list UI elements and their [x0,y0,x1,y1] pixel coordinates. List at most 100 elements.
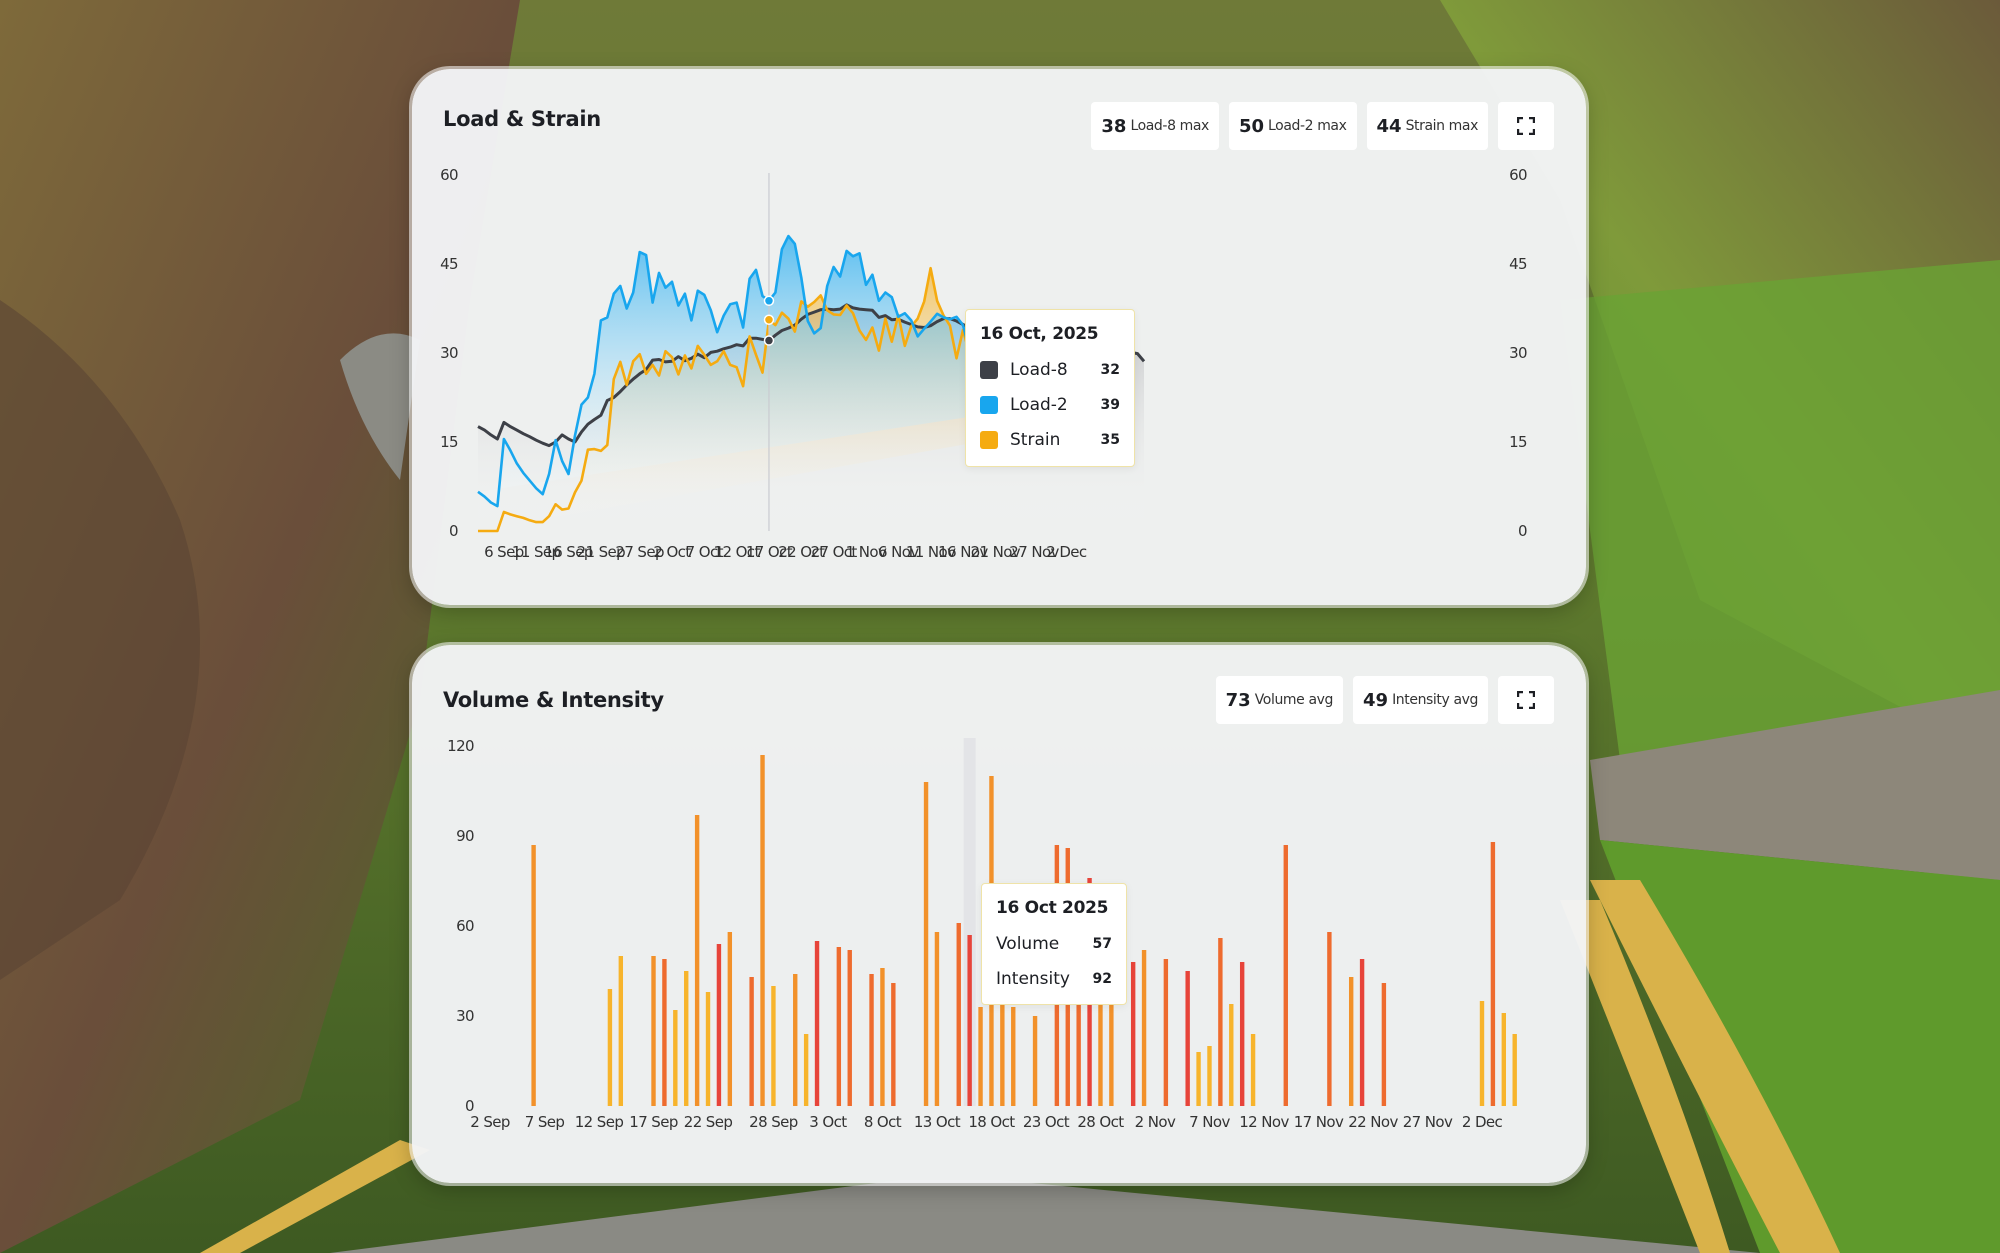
bar [923,782,929,1106]
bar [1109,986,1114,1106]
x-tick: 27 Sep [615,543,664,561]
tooltip-label-strain: Strain [1010,429,1061,450]
bar [1000,959,1005,1106]
bar [771,986,776,1106]
x-tick: 12 Oct [714,543,761,561]
bar [978,1007,983,1106]
x-tick: 3 Oct [809,1113,847,1131]
bar [1218,938,1223,1106]
bar [662,959,667,1106]
tooltip-value-volume: 57 [1092,935,1112,952]
x-tick: 12 Nov [1239,1113,1289,1131]
x-tick: 1 Nov [846,543,887,561]
x-tick: 13 Oct [914,1113,961,1131]
y-tick: 60 [456,917,474,935]
volume-avg-chip[interactable]: 73 Volume avg [1215,676,1343,724]
x-tick: 12 Sep [575,1113,624,1131]
x-tick: 17 Oct [746,543,793,561]
y-tick-right: 45 [1509,255,1527,273]
x-tick: 27 Nov [1403,1113,1453,1131]
strain-max-chip[interactable]: 44 Strain max [1366,102,1488,150]
bar [1011,1007,1016,1106]
load2-max-value: 50 [1238,115,1264,137]
intensity-avg-label: Intensity avg [1392,692,1478,708]
bar [749,977,754,1106]
x-tick: 7 Nov [1189,1113,1230,1131]
load-strain-title: Load & Strain [443,107,601,131]
y-tick-left: 60 [440,166,458,184]
x-tick: 2 Sep [470,1113,510,1131]
bar [803,1034,809,1106]
expand-icon [1517,117,1535,135]
load8-max-label: Load-8 max [1130,118,1209,134]
hover-band [963,738,976,1106]
x-tick: 6 Sep [484,543,524,561]
volume-intensity-stats: 73 Volume avg 49 Intensity avg [1215,676,1554,724]
bar [1032,1016,1038,1106]
y-tick: 90 [456,827,474,845]
bar [880,968,885,1106]
x-tick: 8 Oct [864,1113,902,1131]
tooltip-value-intensity: 92 [1092,970,1112,987]
y-tick-right: 30 [1509,344,1527,362]
bar [694,815,700,1106]
x-tick: 27 Nov [1009,543,1059,561]
x-tick: 2 Dec [1462,1113,1503,1131]
tooltip-date: 16 Oct, 2025 [980,324,1099,344]
bar [1490,842,1496,1106]
x-tick: 7 Sep [525,1113,565,1131]
bar [1512,1034,1517,1106]
intensity-avg-chip[interactable]: 49 Intensity avg [1353,676,1488,724]
bar [716,944,722,1106]
tooltip-row-load2: Load-2 39 [980,387,1120,422]
x-tick: 17 Nov [1294,1113,1344,1131]
bar [531,845,536,1106]
intensity-avg-value: 49 [1363,689,1389,711]
bar [1250,1034,1256,1106]
load2-area [478,236,1132,507]
expand-icon [1517,691,1535,709]
x-tick: 6 Nov [878,543,919,561]
tooltip-value-load8: 32 [1100,361,1120,378]
bar [1207,1046,1212,1106]
y-tick: 0 [465,1097,474,1115]
bar [1501,1013,1507,1106]
volume-intensity-expand-button[interactable] [1498,676,1554,724]
bar [891,983,896,1106]
bar [760,755,765,1106]
tooltip-row-load8: Load-8 32 [980,352,1120,387]
load-strain-stats: 38 Load-8 max 50 Load-2 max 44 Strain ma… [1091,102,1554,150]
bar [814,941,820,1106]
y-tick-right: 15 [1509,433,1527,451]
bar [1229,1004,1234,1106]
x-tick: 21 Nov [971,543,1021,561]
tooltip-label-volume: Volume [996,933,1060,954]
volume-avg-label: Volume avg [1254,692,1334,708]
tooltip-row-strain: Strain 35 [980,422,1120,457]
bar [673,1010,678,1106]
load-strain-expand-button[interactable] [1498,102,1554,150]
volume-intensity-panel: 0 30 60 90 120 2 Sep 7 Sep 12 Sep 17 Sep 22 Sep 28… [412,645,1586,1183]
tooltip-date: 16 Oct 2025 [996,898,1109,918]
strain-max-value: 44 [1376,115,1402,137]
load2-max-chip[interactable]: 50 Load-2 max [1228,102,1357,150]
bar [1185,971,1190,1106]
y-tick-right: 0 [1518,522,1527,540]
load8-max-chip[interactable]: 38 Load-8 max [1091,102,1219,150]
load8-max-value: 38 [1101,115,1127,137]
strain-swatch [980,430,998,449]
strain-hover-point [763,314,775,326]
x-tick: 28 Oct [1077,1113,1124,1131]
tooltip-label-intensity: Intensity [996,968,1070,989]
bar [1239,962,1245,1106]
bar [1479,1001,1485,1106]
y-tick-left: 45 [440,255,458,273]
x-tick: 7 Oct [686,543,724,561]
bar [1359,959,1365,1106]
bar [727,932,733,1106]
bar [934,932,940,1106]
x-tick: 11 Nov [906,543,956,561]
volume-intensity-title: Volume & Intensity [443,688,664,712]
bar [869,974,874,1106]
x-tick: 22 Nov [1348,1113,1398,1131]
